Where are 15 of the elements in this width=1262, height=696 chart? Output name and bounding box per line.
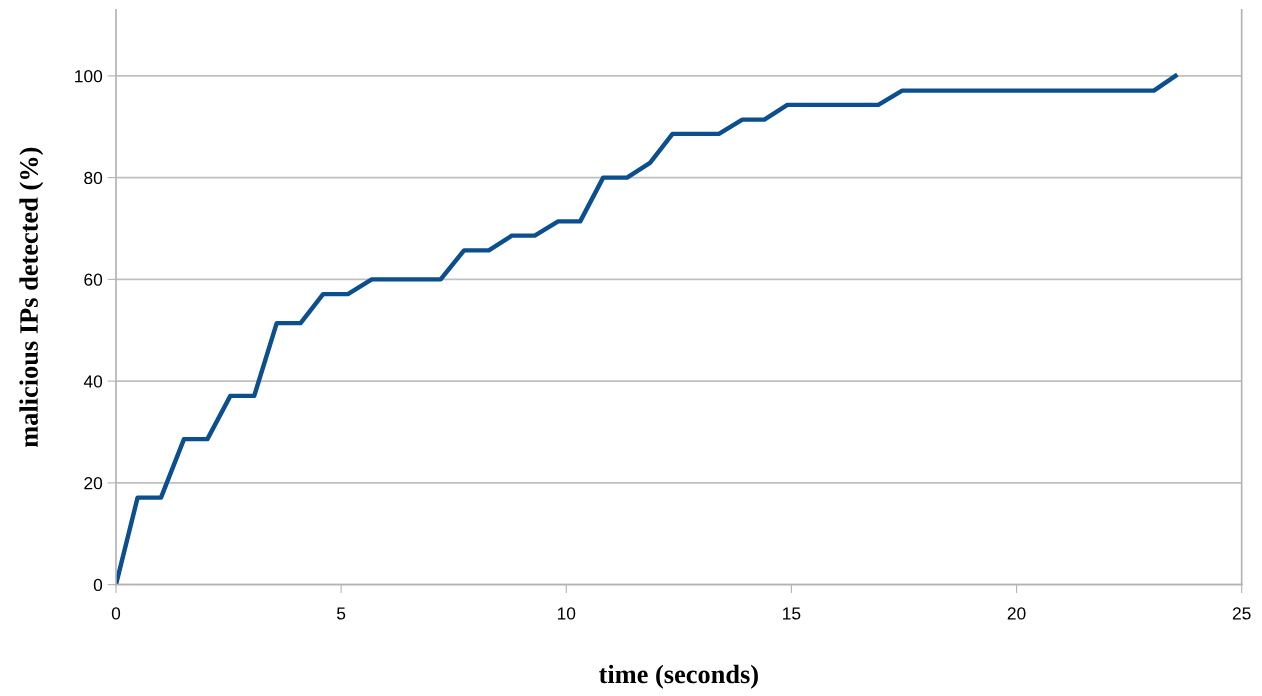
line-series	[115, 73, 1178, 585]
x-tick-label: 20	[1007, 607, 1026, 620]
y-axis-title: malicious IPs detected (%)	[19, 147, 44, 448]
x-tick-label: 10	[557, 607, 576, 620]
y-tick-label: 0	[93, 578, 103, 592]
x-tick-label: 0	[111, 607, 121, 620]
y-tick-label: 100	[75, 70, 103, 83]
y-tick-label: 80	[84, 171, 103, 185]
x-tick-label: 25	[1232, 607, 1251, 620]
x-axis-title: time (seconds)	[599, 664, 758, 689]
y-tick-label: 20	[84, 477, 103, 490]
x-tick-label: 15	[783, 607, 801, 620]
y-tick-label: 60	[84, 273, 103, 286]
x-tick-label: 5	[336, 607, 346, 620]
y-tick-label: 40	[83, 375, 103, 388]
